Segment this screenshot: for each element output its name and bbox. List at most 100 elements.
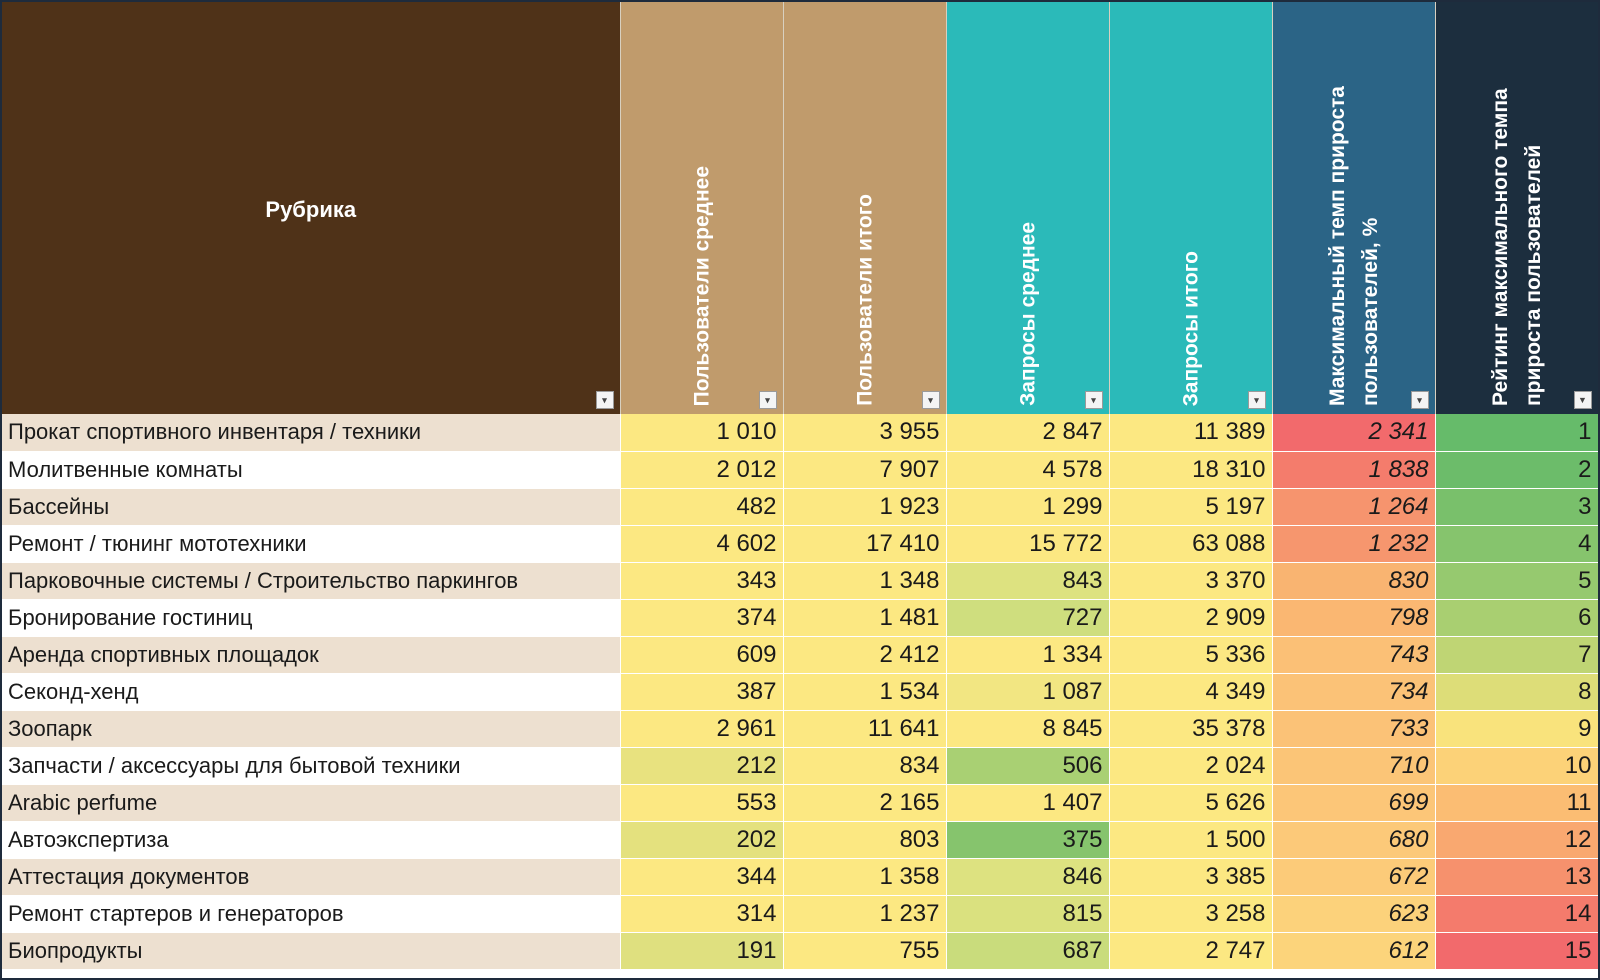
users-avg-cell[interactable]: 2 961 <box>620 710 784 748</box>
filter-dropdown-icon[interactable]: ▾ <box>758 391 777 409</box>
max-growth-cell[interactable]: 672 <box>1272 858 1436 896</box>
max-growth-cell[interactable]: 623 <box>1272 895 1436 933</box>
rubric-cell[interactable]: Аренда спортивных площадок <box>2 636 621 674</box>
rating-cell[interactable]: 10 <box>1435 747 1598 785</box>
users-total-cell[interactable]: 1 923 <box>783 488 947 526</box>
users-avg-cell[interactable]: 202 <box>620 821 784 859</box>
requests-total-cell[interactable]: 5 197 <box>1109 488 1273 526</box>
max-growth-cell[interactable]: 612 <box>1272 932 1436 970</box>
max-growth-cell[interactable]: 1 232 <box>1272 525 1436 563</box>
rubric-cell[interactable]: Бассейны <box>2 488 621 526</box>
users-total-cell[interactable]: 2 412 <box>783 636 947 674</box>
users-total-cell[interactable]: 1 534 <box>783 673 947 711</box>
requests-total-cell[interactable]: 2 909 <box>1109 599 1273 637</box>
requests-total-cell[interactable]: 3 258 <box>1109 895 1273 933</box>
filter-dropdown-icon[interactable]: ▾ <box>1084 391 1103 409</box>
rating-cell[interactable]: 8 <box>1435 673 1598 711</box>
requests-avg-cell[interactable]: 815 <box>946 895 1110 933</box>
users-avg-cell[interactable]: 212 <box>620 747 784 785</box>
max-growth-cell[interactable]: 733 <box>1272 710 1436 748</box>
filter-dropdown-icon[interactable]: ▾ <box>1247 391 1266 409</box>
requests-avg-cell[interactable]: 846 <box>946 858 1110 896</box>
rubric-cell[interactable]: Бронирование гостиниц <box>2 599 621 637</box>
requests-avg-cell[interactable]: 4 578 <box>946 451 1110 489</box>
rating-cell[interactable]: 7 <box>1435 636 1598 674</box>
users-total-cell[interactable]: 2 165 <box>783 784 947 822</box>
requests-total-cell[interactable]: 2 747 <box>1109 932 1273 970</box>
rating-cell[interactable]: 6 <box>1435 599 1598 637</box>
requests-avg-cell[interactable]: 506 <box>946 747 1110 785</box>
users-total-cell[interactable]: 1 481 <box>783 599 947 637</box>
users-total-cell[interactable]: 7 907 <box>783 451 947 489</box>
requests-avg-cell[interactable]: 727 <box>946 599 1110 637</box>
rating-cell[interactable]: 3 <box>1435 488 1598 526</box>
max-growth-cell[interactable]: 699 <box>1272 784 1436 822</box>
users-avg-cell[interactable]: 4 602 <box>620 525 784 563</box>
rubric-cell[interactable]: Arabic perfume <box>2 784 621 822</box>
max-growth-cell[interactable]: 798 <box>1272 599 1436 637</box>
requests-avg-cell[interactable]: 15 772 <box>946 525 1110 563</box>
users-avg-cell[interactable]: 343 <box>620 562 784 600</box>
max-growth-cell[interactable]: 680 <box>1272 821 1436 859</box>
rating-cell[interactable]: 9 <box>1435 710 1598 748</box>
rubric-cell[interactable]: Молитвенные комнаты <box>2 451 621 489</box>
rubric-cell[interactable]: Биопродукты <box>2 932 621 970</box>
rubric-cell[interactable]: Ремонт / тюнинг мототехники <box>2 525 621 563</box>
max-growth-cell[interactable]: 830 <box>1272 562 1436 600</box>
rating-cell[interactable]: 1 <box>1435 414 1598 452</box>
max-growth-cell[interactable]: 734 <box>1272 673 1436 711</box>
users-avg-cell[interactable]: 1 010 <box>620 414 784 452</box>
rating-cell[interactable]: 11 <box>1435 784 1598 822</box>
requests-avg-cell[interactable]: 8 845 <box>946 710 1110 748</box>
rating-cell[interactable]: 14 <box>1435 895 1598 933</box>
users-avg-cell[interactable]: 2 012 <box>620 451 784 489</box>
requests-avg-cell[interactable]: 2 847 <box>946 414 1110 452</box>
max-growth-cell[interactable]: 2 341 <box>1272 414 1436 452</box>
sort-filter-icon[interactable]: ▼ <box>1573 391 1592 409</box>
max-growth-cell[interactable]: 1 264 <box>1272 488 1436 526</box>
rating-cell[interactable]: 12 <box>1435 821 1598 859</box>
users-avg-cell[interactable]: 374 <box>620 599 784 637</box>
requests-avg-cell[interactable]: 1 334 <box>946 636 1110 674</box>
users-avg-cell[interactable]: 553 <box>620 784 784 822</box>
requests-total-cell[interactable]: 11 389 <box>1109 414 1273 452</box>
rubric-cell[interactable]: Запчасти / аксессуары для бытовой техник… <box>2 747 621 785</box>
max-growth-cell[interactable]: 743 <box>1272 636 1436 674</box>
requests-total-cell[interactable]: 3 370 <box>1109 562 1273 600</box>
requests-total-cell[interactable]: 3 385 <box>1109 858 1273 896</box>
rating-cell[interactable]: 2 <box>1435 451 1598 489</box>
requests-total-cell[interactable]: 18 310 <box>1109 451 1273 489</box>
requests-total-cell[interactable]: 63 088 <box>1109 525 1273 563</box>
users-total-cell[interactable]: 17 410 <box>783 525 947 563</box>
users-avg-cell[interactable]: 482 <box>620 488 784 526</box>
users-total-cell[interactable]: 3 955 <box>783 414 947 452</box>
users-avg-cell[interactable]: 314 <box>620 895 784 933</box>
requests-avg-cell[interactable]: 1 087 <box>946 673 1110 711</box>
filter-dropdown-icon[interactable]: ▾ <box>595 391 614 409</box>
users-total-cell[interactable]: 834 <box>783 747 947 785</box>
requests-total-cell[interactable]: 4 349 <box>1109 673 1273 711</box>
requests-total-cell[interactable]: 1 500 <box>1109 821 1273 859</box>
users-total-cell[interactable]: 803 <box>783 821 947 859</box>
users-total-cell[interactable]: 11 641 <box>783 710 947 748</box>
users-total-cell[interactable]: 1 358 <box>783 858 947 896</box>
users-total-cell[interactable]: 755 <box>783 932 947 970</box>
rubric-cell[interactable]: Ремонт стартеров и генераторов <box>2 895 621 933</box>
max-growth-cell[interactable]: 710 <box>1272 747 1436 785</box>
requests-total-cell[interactable]: 35 378 <box>1109 710 1273 748</box>
filter-dropdown-icon[interactable]: ▾ <box>921 391 940 409</box>
requests-avg-cell[interactable]: 1 299 <box>946 488 1110 526</box>
rubric-cell[interactable]: Автоэкспертиза <box>2 821 621 859</box>
rubric-cell[interactable]: Секонд-хенд <box>2 673 621 711</box>
users-avg-cell[interactable]: 387 <box>620 673 784 711</box>
users-avg-cell[interactable]: 609 <box>620 636 784 674</box>
requests-total-cell[interactable]: 2 024 <box>1109 747 1273 785</box>
rubric-cell[interactable]: Зоопарк <box>2 710 621 748</box>
requests-avg-cell[interactable]: 843 <box>946 562 1110 600</box>
users-total-cell[interactable]: 1 348 <box>783 562 947 600</box>
requests-avg-cell[interactable]: 687 <box>946 932 1110 970</box>
users-avg-cell[interactable]: 344 <box>620 858 784 896</box>
rubric-cell[interactable]: Парковочные системы / Строительство парк… <box>2 562 621 600</box>
rubric-cell[interactable]: Аттестация документов <box>2 858 621 896</box>
users-total-cell[interactable]: 1 237 <box>783 895 947 933</box>
